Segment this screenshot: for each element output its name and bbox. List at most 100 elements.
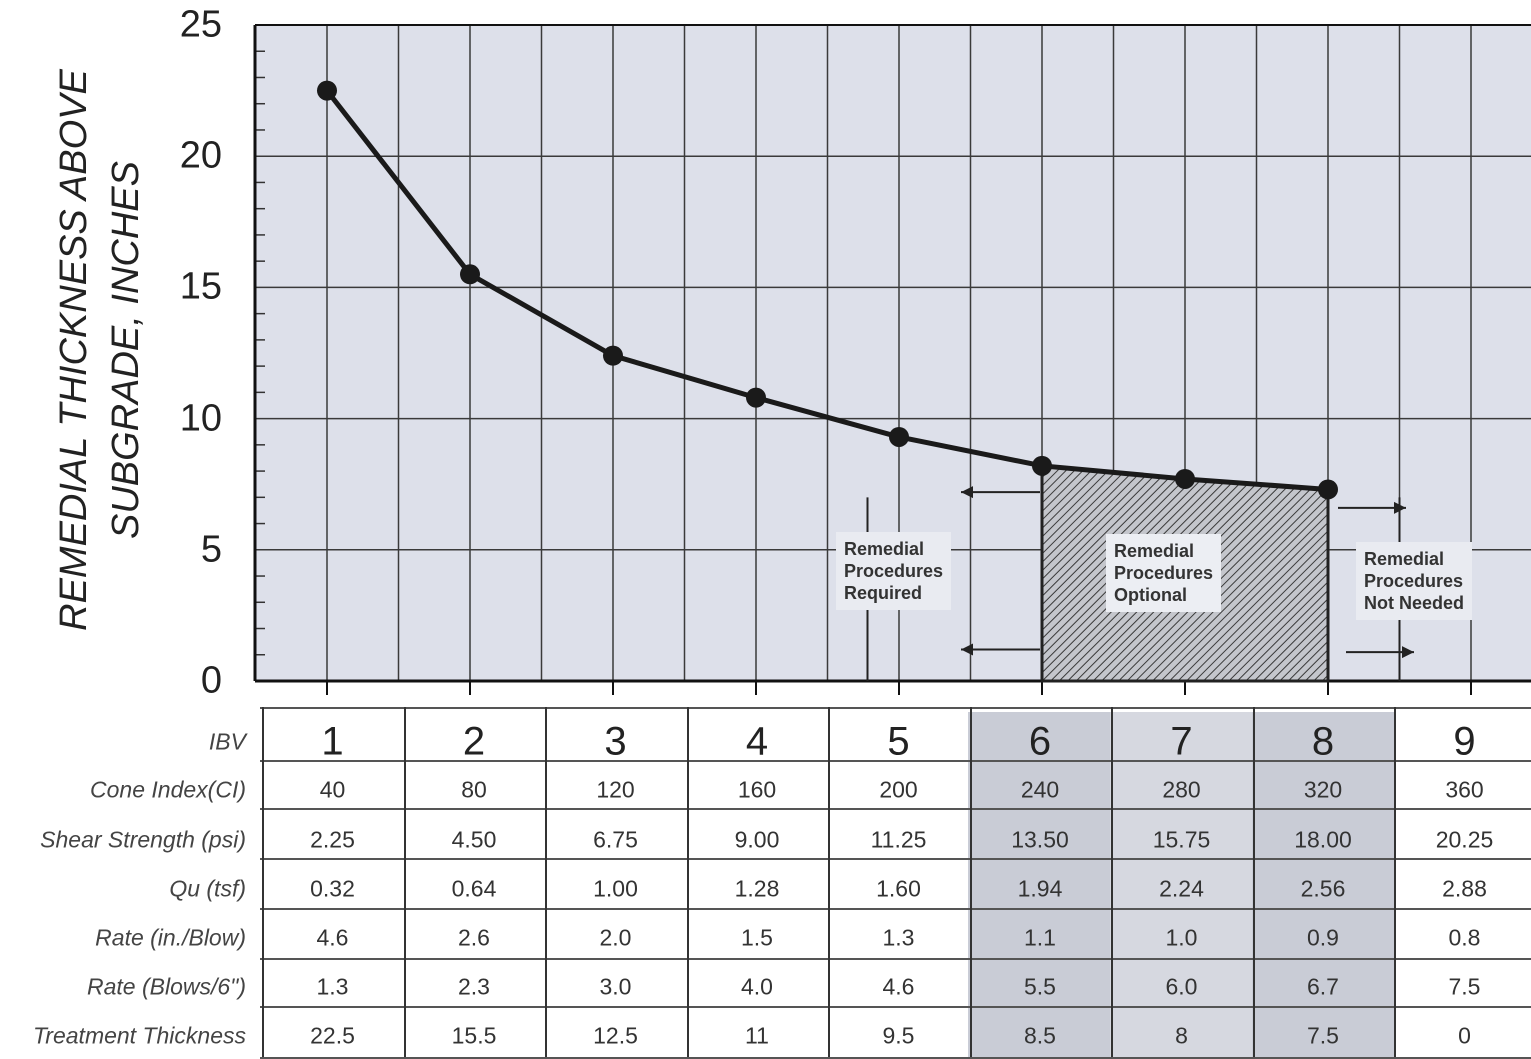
y-axis-title-line-2: SUBGRADE, INCHES bbox=[105, 161, 147, 539]
ibv-value: 2 bbox=[462, 719, 486, 764]
table-cell: 1.0 bbox=[1165, 924, 1198, 951]
data-point bbox=[1032, 455, 1052, 476]
table-cell: 240 bbox=[1020, 776, 1060, 803]
table-cell: 1.94 bbox=[1017, 875, 1063, 902]
table-cell: 9.5 bbox=[882, 1022, 915, 1049]
y-tick-label: 20 bbox=[179, 134, 222, 177]
table-cell: 7.5 bbox=[1448, 973, 1481, 1000]
table-cell: 15.75 bbox=[1152, 826, 1211, 853]
table-cell: 13.50 bbox=[1011, 826, 1069, 853]
arrow-not-needed-bottom-head bbox=[1402, 646, 1414, 659]
table-cell: 2.56 bbox=[1300, 875, 1346, 902]
table-row-label: IBV bbox=[208, 728, 246, 755]
table-cell: 4.0 bbox=[741, 973, 773, 1000]
table-cell: 1.1 bbox=[1024, 924, 1056, 951]
table-row-divider bbox=[260, 858, 1531, 860]
table-cell: 0 bbox=[1458, 1022, 1471, 1049]
zone-required-line-1: Remedial bbox=[844, 539, 925, 559]
data-point bbox=[460, 264, 480, 285]
y-tick-label: 15 bbox=[179, 265, 222, 308]
table-cell: 1.28 bbox=[734, 875, 780, 902]
data-table: IBV 1 2 3 4 5 6 7 8 9 Cone Index(CI) 40 80 120 160 200 2… bbox=[0, 705, 1531, 1059]
table-cell: 11 bbox=[745, 1022, 769, 1049]
table-cell: 120 bbox=[596, 776, 635, 803]
table-col-divider bbox=[969, 707, 972, 1057]
table-cell: 1.60 bbox=[876, 875, 921, 902]
table-cell: 160 bbox=[737, 776, 777, 803]
table-cell: 15.5 bbox=[451, 1022, 497, 1049]
table-cell: 2.3 bbox=[458, 973, 490, 1000]
table-cell: 12.5 bbox=[593, 1022, 638, 1049]
table-row-label: Qu (tsf) bbox=[169, 875, 246, 902]
zone-label-not-needed: Remedial Procedures Not Needed bbox=[1356, 542, 1473, 620]
table-cell: 0.9 bbox=[1307, 924, 1339, 951]
zone-not-needed-line-3: Not Needed bbox=[1364, 593, 1465, 613]
table-cell: 2.88 bbox=[1442, 875, 1487, 902]
table-col-divider bbox=[828, 707, 830, 1057]
y-tick-label: 0 bbox=[200, 659, 222, 702]
table-cell: 200 bbox=[879, 776, 918, 803]
table-row-divider bbox=[260, 808, 1531, 810]
table-row-label: Rate (in./Blow) bbox=[95, 924, 246, 951]
table-cell: 280 bbox=[1162, 776, 1201, 803]
ibv-value: 1 bbox=[321, 719, 344, 764]
table-cell: 1.5 bbox=[741, 924, 773, 951]
table-cell: 2.25 bbox=[310, 826, 355, 853]
table-cell: 18.00 bbox=[1294, 826, 1352, 853]
table-cell: 4.50 bbox=[451, 826, 497, 853]
table-cell: 8.5 bbox=[1024, 1022, 1056, 1049]
table-cell: 9.00 bbox=[734, 826, 780, 853]
table-col-divider bbox=[1394, 707, 1396, 1057]
table-cell: 0.32 bbox=[310, 875, 355, 902]
table-cell: 320 bbox=[1303, 776, 1343, 803]
table-cell: 6.7 bbox=[1307, 973, 1339, 1000]
zone-not-needed-line-2: Procedures bbox=[1364, 571, 1464, 591]
table-row-divider bbox=[260, 908, 1531, 910]
table-cell: 20.25 bbox=[1435, 826, 1494, 853]
arrow-required-top-head bbox=[961, 486, 973, 499]
data-point bbox=[889, 426, 909, 447]
data-point bbox=[746, 387, 766, 408]
series-line bbox=[325, 89, 1329, 492]
table-col-divider bbox=[686, 707, 689, 1057]
table-row-label: Shear Strength (psi) bbox=[40, 826, 246, 853]
table-row-label: Treatment Thickness bbox=[32, 1022, 246, 1049]
zone-label-optional: Remedial Procedures Optional bbox=[1106, 534, 1222, 612]
ibv-value: 4 bbox=[745, 719, 769, 764]
zone-required-line-3: Required bbox=[844, 583, 923, 603]
zone-optional-line-3: Optional bbox=[1114, 585, 1187, 605]
data-point bbox=[317, 80, 337, 101]
table-cell: 80 bbox=[461, 776, 487, 803]
table-cell: 22.5 bbox=[310, 1022, 355, 1049]
table-cell: 2.24 bbox=[1159, 875, 1204, 902]
table-cell: 3.0 bbox=[599, 973, 632, 1000]
table-row-divider bbox=[260, 1006, 1531, 1008]
zone-required-line-2: Procedures bbox=[844, 561, 944, 581]
table-cell: 8 bbox=[1175, 1022, 1188, 1049]
table-cell: 1.3 bbox=[316, 973, 349, 1000]
table-row-label: Rate (Blows/6") bbox=[87, 973, 246, 1000]
table-cell: 360 bbox=[1445, 776, 1484, 803]
arrow-not-needed-top-head bbox=[1394, 501, 1406, 514]
table-cell: 2.6 bbox=[458, 924, 490, 951]
table-col-divider bbox=[545, 707, 547, 1057]
table-cell: 1.3 bbox=[882, 924, 915, 951]
zone-optional-line-1: Remedial bbox=[1114, 541, 1195, 561]
ibv-value: 5 bbox=[887, 719, 910, 764]
table-col-divider bbox=[262, 707, 264, 1057]
table-col-divider bbox=[1252, 707, 1255, 1057]
table-shaded-band-middle bbox=[1110, 712, 1252, 1059]
table-cell: 2.0 bbox=[599, 924, 632, 951]
zone-optional-line-2: Procedures bbox=[1114, 563, 1214, 583]
data-point bbox=[603, 345, 623, 366]
zone-label-required: Remedial Procedures Required bbox=[836, 532, 952, 610]
table-cell: 6.0 bbox=[1165, 973, 1198, 1000]
y-axis-title-line-1: REMEDIAL THICKNESS ABOVE bbox=[53, 69, 95, 631]
zone-not-needed-line-1: Remedial bbox=[1364, 549, 1445, 569]
y-tick-label: 10 bbox=[179, 397, 222, 440]
y-tick-label: 5 bbox=[200, 528, 222, 571]
ibv-value: 6 bbox=[1028, 719, 1052, 764]
table-cell: 11.25 bbox=[870, 826, 927, 853]
data-point bbox=[1318, 479, 1338, 500]
table-cell: 1.00 bbox=[593, 875, 638, 902]
